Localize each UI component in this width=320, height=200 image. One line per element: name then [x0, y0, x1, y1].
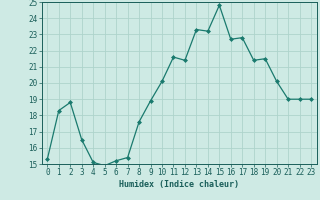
X-axis label: Humidex (Indice chaleur): Humidex (Indice chaleur)	[119, 180, 239, 189]
